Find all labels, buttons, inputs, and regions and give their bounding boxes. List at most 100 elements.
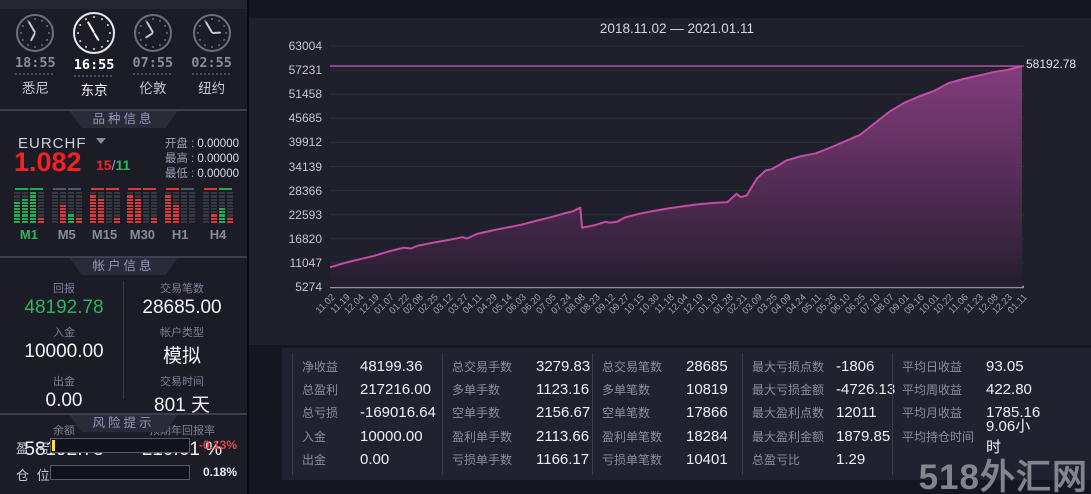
clock-tick xyxy=(109,32,112,34)
stat-label: 总盈亏比 xyxy=(752,452,801,467)
meter-segment xyxy=(203,208,210,211)
minute-hand xyxy=(145,21,154,34)
meter-column xyxy=(105,192,112,223)
stats-column: 最大亏损点数 -1806 最大亏损金额 -4726.13 最大盈利点数 12011 最大盈利… xyxy=(742,353,895,475)
meter-column xyxy=(211,192,218,223)
clock-纽约[interactable]: 02:55 纽约 xyxy=(186,14,238,106)
meter-segment xyxy=(89,195,96,198)
clock-tick xyxy=(139,38,143,42)
meter-segment xyxy=(59,201,66,204)
stat-label: 总盈利 xyxy=(302,383,339,398)
meter-segment xyxy=(67,198,74,201)
meter-segment xyxy=(143,208,150,211)
meter-segment xyxy=(173,211,180,214)
clock-伦敦[interactable]: 07:55 伦敦 xyxy=(127,14,179,106)
stat-label: 净收益 xyxy=(302,360,339,375)
watermark: 518外汇网 xyxy=(918,458,1088,494)
meter-column xyxy=(75,192,82,223)
meter-segment xyxy=(127,214,134,217)
meter-segment xyxy=(165,204,172,208)
quote-label: 最低 : xyxy=(164,168,198,180)
stat-label: 总交易手数 xyxy=(452,360,513,375)
meter-cap xyxy=(89,188,120,190)
timeframe-M1[interactable]: M1 xyxy=(13,188,44,250)
timeframe-M30[interactable]: M30 xyxy=(127,188,158,250)
meter-segment xyxy=(181,204,188,208)
stats-row: 多单手数 1123.16 xyxy=(452,378,592,401)
meter-segment xyxy=(113,211,120,214)
stats-row: 总盈亏比 1.29 xyxy=(752,448,892,471)
meter-segment xyxy=(143,217,150,220)
meter-segment xyxy=(29,192,36,195)
clock-东京[interactable]: 16:55 东京 xyxy=(68,12,120,106)
chevron-down-icon[interactable] xyxy=(96,138,106,144)
meter-segment xyxy=(59,204,66,208)
stat-value: -169016.64 xyxy=(360,404,436,422)
account-info: 回报 48192.78 交易笔数 28685.00 入金 10000.00 帐户类型 模拟 出金… xyxy=(0,277,247,463)
meter-segment xyxy=(219,198,226,201)
clock-tick xyxy=(217,19,220,23)
stat-label: 平均日收益 xyxy=(902,360,963,375)
meter-segment xyxy=(165,211,172,214)
meter-segment xyxy=(203,220,210,223)
meter-segment xyxy=(165,217,172,220)
quote-row: 最低 : 0.00000 xyxy=(165,167,239,182)
meter-segment xyxy=(21,192,28,195)
clock-tick xyxy=(210,46,213,48)
meter-segment xyxy=(127,198,134,201)
stat-label: 平均持仓时间 xyxy=(902,429,975,444)
timeframe-H4[interactable]: H4 xyxy=(203,188,234,250)
meter-segment xyxy=(67,192,74,195)
meter-segment xyxy=(189,217,196,220)
timeframe-label: H4 xyxy=(209,227,227,242)
stats-row: 总交易手数 3279.83 xyxy=(452,355,592,378)
clock-time: 18:55 xyxy=(15,55,56,71)
meter-columns xyxy=(165,192,196,223)
meter-segment xyxy=(227,208,234,211)
meter-segment xyxy=(21,195,28,198)
timeframe-M15[interactable]: M15 xyxy=(89,188,120,250)
meter-segment xyxy=(89,208,96,211)
meter-column xyxy=(97,192,104,223)
meter-segment xyxy=(89,204,96,208)
account-value: 28685.00 xyxy=(142,296,222,318)
stat-label: 盈利单手数 xyxy=(452,429,513,444)
stats-row: 多单笔数 10819 xyxy=(602,378,742,401)
meter-segment xyxy=(189,201,196,204)
meter-segment xyxy=(13,214,20,217)
meter-column xyxy=(21,192,28,223)
spread-separator: / xyxy=(111,157,116,173)
stats-row: 最大亏损金额 -4726.13 xyxy=(752,378,895,401)
clock-悉尼[interactable]: 18:55 悉尼 xyxy=(9,14,61,106)
risk-row: 盈 亏 -0.13% xyxy=(0,438,247,456)
stats-row: 净收益 48199.36 xyxy=(302,355,442,378)
stat-label: 出金 xyxy=(302,452,327,467)
meter-segment xyxy=(173,195,180,198)
stat-value: 2156.67 xyxy=(536,404,591,422)
meter-cap xyxy=(51,188,82,190)
risk-section-header: 风险提示 xyxy=(0,413,247,435)
meter-segment xyxy=(59,214,66,217)
stat-label: 最大盈利点数 xyxy=(752,406,825,421)
meter-segment xyxy=(165,192,172,195)
symbol-name[interactable]: EURCHF xyxy=(18,135,87,152)
meter-segment xyxy=(219,195,226,198)
cap-segment xyxy=(181,188,195,190)
account-value: 10000.00 xyxy=(24,340,104,362)
meter-segment xyxy=(135,214,142,217)
meter-segment xyxy=(143,195,150,198)
cap-segment xyxy=(105,188,119,190)
account-cell: 入金 10000.00 xyxy=(5,321,123,370)
timeframe-H1[interactable]: H1 xyxy=(165,188,196,250)
meter-segment xyxy=(219,217,226,220)
stat-value: 18284 xyxy=(686,427,728,445)
meter-segment xyxy=(127,192,134,195)
meter-segment xyxy=(165,195,172,198)
meter-segment xyxy=(151,208,158,211)
meter-segment xyxy=(105,198,112,201)
meter-segment xyxy=(75,192,82,195)
account-label: 交易时间 xyxy=(160,375,204,388)
risk-progress-bar xyxy=(50,438,190,453)
timeframe-M5[interactable]: M5 xyxy=(51,188,82,250)
